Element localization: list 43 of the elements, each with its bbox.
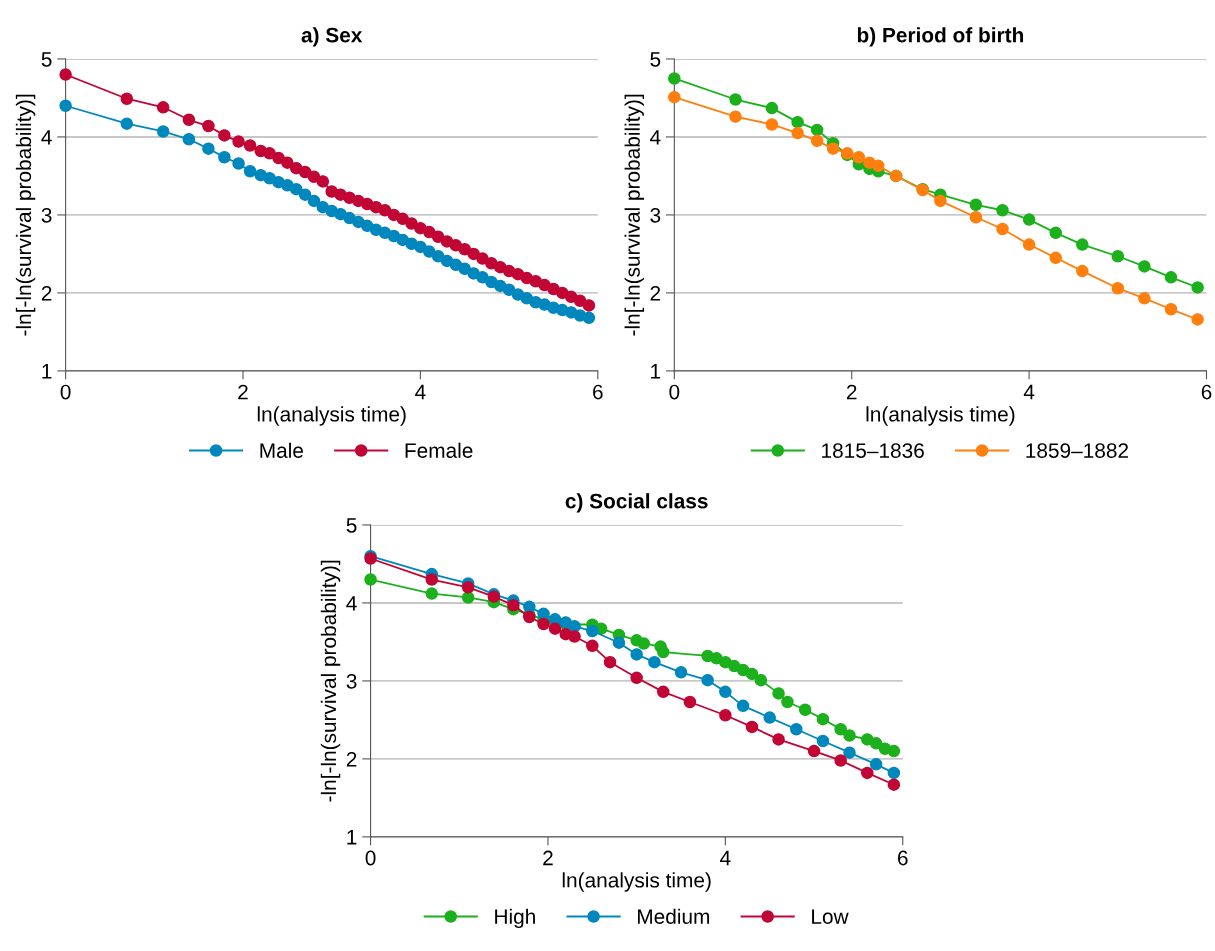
y-tick-label: 1 [42, 364, 52, 379]
y-tick-label: 5 [346, 518, 357, 533]
legend-label: Female [405, 442, 473, 458]
y-tick-label: 1 [651, 364, 661, 379]
legend-label: High [495, 908, 535, 929]
x-tick-label: 2 [846, 384, 857, 400]
chart-title: c) Social class [565, 493, 708, 513]
x-tick-label: 6 [593, 384, 603, 400]
y-tick-label: 4 [346, 596, 357, 611]
chart-title: b) Period of birth [857, 27, 1024, 47]
x-tick-label: 2 [238, 384, 248, 400]
y-tick-label: 3 [650, 207, 661, 223]
x-tick-label: 2 [543, 850, 553, 866]
y-tick-label: 3 [41, 207, 52, 223]
y-tick-label: 5 [41, 52, 52, 67]
legend-label: 1815–1836 [822, 443, 924, 458]
x-tick-label: 6 [898, 850, 908, 866]
chart-title: a) Sex [301, 27, 363, 47]
y-tick-label: 2 [346, 751, 357, 767]
y-axis-title: -ln[-ln(survival probability)] [624, 94, 644, 336]
y-tick-label: 2 [41, 285, 52, 301]
y-tick-label: 2 [650, 285, 661, 301]
y-axis-title: -ln[-ln(survival probability)] [320, 560, 341, 802]
x-tick-label: 4 [720, 850, 731, 866]
x-axis-title: ln(analysis time) [257, 406, 406, 426]
x-axis-title: ln(analysis time) [562, 872, 711, 892]
x-tick-label: 4 [415, 384, 426, 400]
y-tick-label: 4 [650, 130, 661, 145]
x-tick-label: 0 [365, 850, 376, 866]
y-axis-title: -ln[-ln(survival probability)] [15, 94, 36, 336]
y-tick-label: 4 [41, 130, 52, 145]
legend-label: Low [812, 909, 849, 924]
legend-label: Medium [638, 908, 710, 924]
x-tick-label: 0 [669, 384, 680, 400]
x-tick-label: 0 [60, 384, 71, 400]
y-tick-label: 5 [650, 52, 661, 67]
x-axis-title: ln(analysis time) [866, 406, 1015, 426]
x-tick-label: 6 [1201, 384, 1212, 400]
legend-label: 1859–1882 [1026, 443, 1129, 458]
legend-label: Male [260, 442, 303, 458]
y-tick-label: 1 [347, 830, 357, 845]
y-tick-label: 3 [346, 673, 357, 689]
x-tick-label: 4 [1023, 384, 1035, 400]
